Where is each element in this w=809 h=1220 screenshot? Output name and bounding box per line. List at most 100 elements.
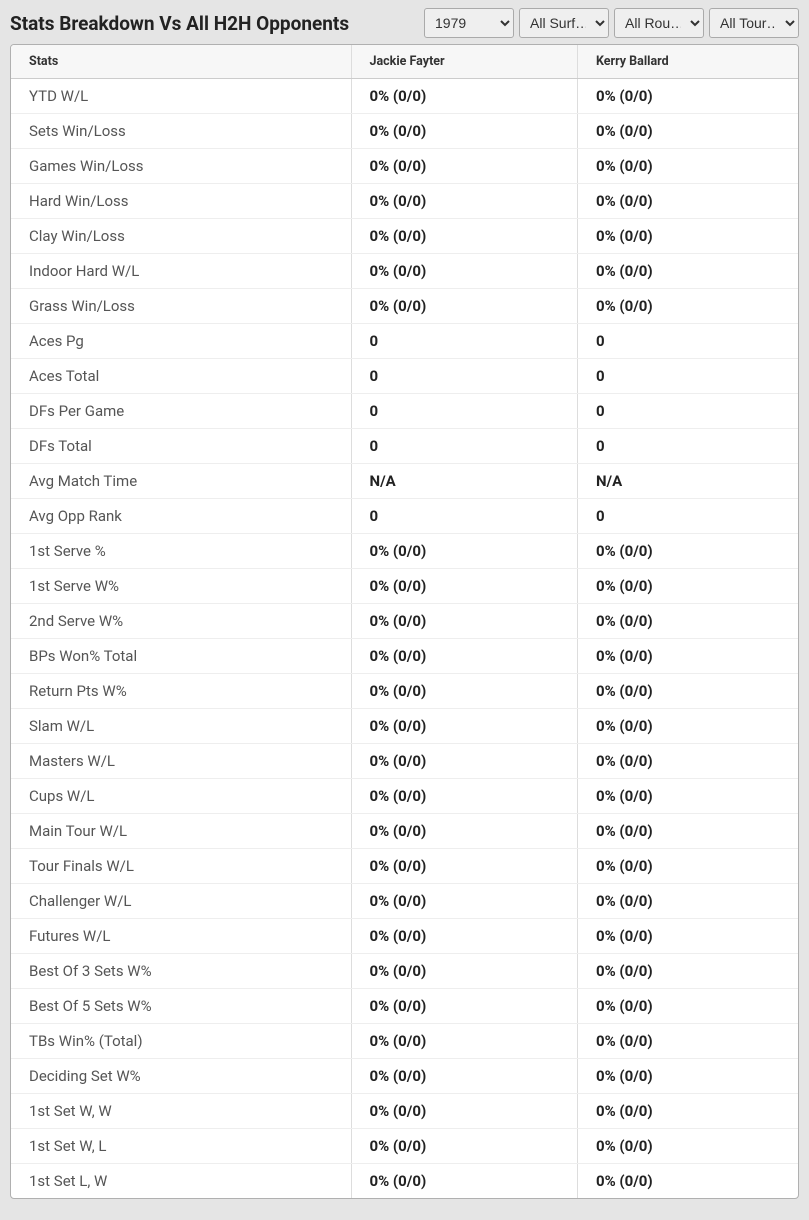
stat-label: 1st Set L, W bbox=[11, 1164, 351, 1199]
table-row: Avg Match TimeN/AN/A bbox=[11, 464, 798, 499]
table-row: TBs Win% (Total)0% (0/0)0% (0/0) bbox=[11, 1024, 798, 1059]
stat-label: Slam W/L bbox=[11, 709, 351, 744]
player1-value: 0% (0/0) bbox=[351, 219, 577, 254]
table-row: Aces Pg00 bbox=[11, 324, 798, 359]
header-bar: Stats Breakdown Vs All H2H Opponents 197… bbox=[0, 0, 809, 44]
stat-label: Best Of 5 Sets W% bbox=[11, 989, 351, 1024]
table-row: Indoor Hard W/L0% (0/0)0% (0/0) bbox=[11, 254, 798, 289]
stat-label: YTD W/L bbox=[11, 79, 351, 114]
player2-value: 0% (0/0) bbox=[577, 534, 798, 569]
table-row: Aces Total00 bbox=[11, 359, 798, 394]
table-header-row: Stats Jackie Fayter Kerry Ballard bbox=[11, 45, 798, 79]
player2-value: 0% (0/0) bbox=[577, 184, 798, 219]
player1-value: 0% (0/0) bbox=[351, 1094, 577, 1129]
player1-value: 0% (0/0) bbox=[351, 149, 577, 184]
player1-value: 0% (0/0) bbox=[351, 709, 577, 744]
table-row: DFs Per Game00 bbox=[11, 394, 798, 429]
col-header-stats: Stats bbox=[11, 45, 351, 79]
table-row: Best Of 5 Sets W%0% (0/0)0% (0/0) bbox=[11, 989, 798, 1024]
player2-value: 0% (0/0) bbox=[577, 254, 798, 289]
stat-label: Sets Win/Loss bbox=[11, 114, 351, 149]
player2-value: 0% (0/0) bbox=[577, 604, 798, 639]
player1-value: 0% (0/0) bbox=[351, 849, 577, 884]
stat-label: Deciding Set W% bbox=[11, 1059, 351, 1094]
player2-value: 0% (0/0) bbox=[577, 1164, 798, 1199]
table-row: Grass Win/Loss0% (0/0)0% (0/0) bbox=[11, 289, 798, 324]
surface-select[interactable]: All Surf… bbox=[519, 8, 609, 38]
player1-value: 0 bbox=[351, 429, 577, 464]
player2-value: 0% (0/0) bbox=[577, 79, 798, 114]
col-header-player2: Kerry Ballard bbox=[577, 45, 798, 79]
player2-value: 0% (0/0) bbox=[577, 814, 798, 849]
table-row: Futures W/L0% (0/0)0% (0/0) bbox=[11, 919, 798, 954]
player2-value: 0 bbox=[577, 429, 798, 464]
table-row: Sets Win/Loss0% (0/0)0% (0/0) bbox=[11, 114, 798, 149]
player1-value: 0% (0/0) bbox=[351, 569, 577, 604]
player2-value: 0% (0/0) bbox=[577, 779, 798, 814]
player1-value: 0% (0/0) bbox=[351, 114, 577, 149]
player1-value: 0% (0/0) bbox=[351, 744, 577, 779]
player1-value: 0% (0/0) bbox=[351, 1129, 577, 1164]
table-row: Main Tour W/L0% (0/0)0% (0/0) bbox=[11, 814, 798, 849]
player1-value: 0% (0/0) bbox=[351, 1059, 577, 1094]
stat-label: Challenger W/L bbox=[11, 884, 351, 919]
table-row: Slam W/L0% (0/0)0% (0/0) bbox=[11, 709, 798, 744]
stat-label: DFs Per Game bbox=[11, 394, 351, 429]
stat-label: Futures W/L bbox=[11, 919, 351, 954]
tour-select[interactable]: All Tour… bbox=[709, 8, 799, 38]
stat-label: Tour Finals W/L bbox=[11, 849, 351, 884]
stat-label: Best Of 3 Sets W% bbox=[11, 954, 351, 989]
table-row: 2nd Serve W%0% (0/0)0% (0/0) bbox=[11, 604, 798, 639]
table-row: 1st Set W, W0% (0/0)0% (0/0) bbox=[11, 1094, 798, 1129]
stat-label: Cups W/L bbox=[11, 779, 351, 814]
player2-value: 0% (0/0) bbox=[577, 1094, 798, 1129]
player2-value: 0% (0/0) bbox=[577, 569, 798, 604]
player2-value: N/A bbox=[577, 464, 798, 499]
stat-label: Aces Pg bbox=[11, 324, 351, 359]
table-row: Return Pts W%0% (0/0)0% (0/0) bbox=[11, 674, 798, 709]
player2-value: 0% (0/0) bbox=[577, 1059, 798, 1094]
player1-value: 0% (0/0) bbox=[351, 289, 577, 324]
table-row: Avg Opp Rank00 bbox=[11, 499, 798, 534]
player2-value: 0 bbox=[577, 499, 798, 534]
player1-value: 0% (0/0) bbox=[351, 1164, 577, 1199]
table-row: Cups W/L0% (0/0)0% (0/0) bbox=[11, 779, 798, 814]
stat-label: Masters W/L bbox=[11, 744, 351, 779]
player1-value: 0% (0/0) bbox=[351, 884, 577, 919]
table-row: YTD W/L0% (0/0)0% (0/0) bbox=[11, 79, 798, 114]
stat-label: 1st Set W, W bbox=[11, 1094, 351, 1129]
stats-table: Stats Jackie Fayter Kerry Ballard YTD W/… bbox=[11, 45, 798, 1198]
stat-label: Return Pts W% bbox=[11, 674, 351, 709]
stat-label: Aces Total bbox=[11, 359, 351, 394]
round-select[interactable]: All Rou… bbox=[614, 8, 704, 38]
player1-value: 0% (0/0) bbox=[351, 954, 577, 989]
player1-value: 0% (0/0) bbox=[351, 639, 577, 674]
player1-value: N/A bbox=[351, 464, 577, 499]
stat-label: 1st Serve W% bbox=[11, 569, 351, 604]
player2-value: 0% (0/0) bbox=[577, 744, 798, 779]
stat-label: BPs Won% Total bbox=[11, 639, 351, 674]
player2-value: 0% (0/0) bbox=[577, 674, 798, 709]
table-row: 1st Serve %0% (0/0)0% (0/0) bbox=[11, 534, 798, 569]
table-row: Hard Win/Loss0% (0/0)0% (0/0) bbox=[11, 184, 798, 219]
stat-label: Clay Win/Loss bbox=[11, 219, 351, 254]
stat-label: DFs Total bbox=[11, 429, 351, 464]
player2-value: 0% (0/0) bbox=[577, 1024, 798, 1059]
table-row: BPs Won% Total0% (0/0)0% (0/0) bbox=[11, 639, 798, 674]
player2-value: 0% (0/0) bbox=[577, 709, 798, 744]
player2-value: 0% (0/0) bbox=[577, 149, 798, 184]
player2-value: 0% (0/0) bbox=[577, 289, 798, 324]
player2-value: 0% (0/0) bbox=[577, 114, 798, 149]
player2-value: 0 bbox=[577, 324, 798, 359]
stat-label: Indoor Hard W/L bbox=[11, 254, 351, 289]
player2-value: 0% (0/0) bbox=[577, 919, 798, 954]
year-select[interactable]: 1979 bbox=[424, 8, 514, 38]
player1-value: 0% (0/0) bbox=[351, 779, 577, 814]
stat-label: Hard Win/Loss bbox=[11, 184, 351, 219]
table-row: DFs Total00 bbox=[11, 429, 798, 464]
table-row: Deciding Set W%0% (0/0)0% (0/0) bbox=[11, 1059, 798, 1094]
stat-label: 1st Serve % bbox=[11, 534, 351, 569]
player1-value: 0% (0/0) bbox=[351, 989, 577, 1024]
player1-value: 0% (0/0) bbox=[351, 254, 577, 289]
player2-value: 0% (0/0) bbox=[577, 989, 798, 1024]
